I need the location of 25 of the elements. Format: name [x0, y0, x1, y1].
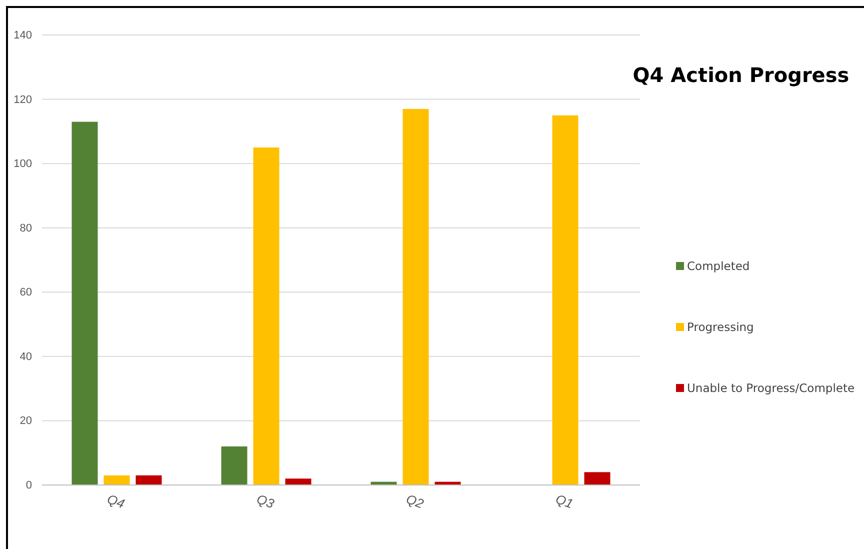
legend-label: Completed: [687, 259, 750, 273]
y-tick-label: 20: [20, 415, 32, 428]
x-tick-label: Q1: [554, 491, 576, 512]
bar: [285, 478, 312, 485]
x-tick-label: Q3: [254, 491, 277, 512]
bar: [253, 148, 280, 485]
y-tick-label: 40: [20, 350, 32, 363]
y-tick-label: 120: [14, 94, 32, 106]
bar: [402, 108, 429, 485]
y-tick-label: 80: [20, 222, 32, 234]
y-tick-label: 60: [20, 286, 32, 299]
y-tick-label: 140: [14, 30, 32, 42]
bar: [136, 475, 162, 485]
y-tick-label: 0: [26, 480, 32, 492]
x-tick-label: Q2: [404, 491, 426, 512]
x-tick-label: Q4: [105, 491, 127, 512]
bar: [72, 122, 98, 485]
bar: [104, 475, 130, 485]
legend-label: Unable to Progress/Complete: [687, 381, 855, 395]
bar: [221, 446, 248, 485]
y-tick-label: 100: [14, 158, 32, 170]
text: Q4 Action Progress: [632, 63, 850, 87]
bar: [552, 115, 578, 485]
legend-label: Progressing: [687, 320, 754, 334]
bar: [584, 472, 610, 485]
